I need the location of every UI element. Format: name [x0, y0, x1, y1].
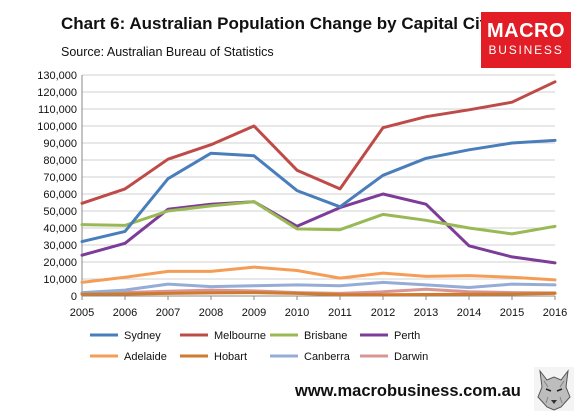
legend-label-brisbane: Brisbane [304, 330, 347, 342]
logo-line-2: BUSINESS [488, 43, 564, 57]
x-tick-label: 2011 [328, 307, 352, 319]
x-tick-label: 2012 [371, 307, 395, 319]
legend-label-perth: Perth [394, 330, 420, 342]
legend-label-sydney: Sydney [124, 330, 161, 342]
y-tick-label: 130,000 [37, 70, 77, 82]
y-tick-label: 80,000 [43, 155, 77, 167]
x-tick-label: 2015 [500, 307, 524, 319]
x-tick-label: 2010 [285, 307, 309, 319]
x-tick-label: 2009 [242, 307, 266, 319]
x-tick-label: 2016 [543, 307, 567, 319]
y-tick-label: 20,000 [43, 257, 77, 269]
y-tick-label: 90,000 [43, 138, 77, 150]
y-tick-label: 50,000 [43, 206, 77, 218]
y-tick-label: 40,000 [43, 223, 77, 235]
series-line-adelaide [80, 265, 557, 284]
wolf-logo-icon [534, 367, 574, 411]
legend-label-melbourne: Melbourne [214, 330, 266, 342]
series-line-canberra [80, 280, 557, 295]
chart-title: Chart 6: Australian Population Change by… [61, 14, 495, 33]
y-tick-label: 10,000 [43, 274, 77, 286]
y-tick-label: 30,000 [43, 240, 77, 252]
legend-label-hobart: Hobart [214, 351, 247, 363]
x-tick-label: 2007 [156, 307, 180, 319]
y-tick-label: 100,000 [37, 121, 77, 133]
x-tick-label: 2008 [199, 307, 223, 319]
series-line-melbourne [80, 80, 557, 205]
y-tick-label: 60,000 [43, 189, 77, 201]
y-tick-label: 120,000 [37, 87, 77, 99]
legend-label-canberra: Canberra [304, 351, 351, 363]
series-line-hobart [80, 291, 557, 297]
website-url: www.macrobusiness.com.au [295, 382, 521, 400]
x-tick-label: 2013 [414, 307, 438, 319]
series-line-sydney [80, 138, 557, 244]
y-tick-label: 0 [71, 291, 77, 303]
series-line-brisbane [80, 200, 557, 236]
legend-label-darwin: Darwin [394, 351, 428, 363]
x-tick-label: 2006 [113, 307, 137, 319]
macrobusiness-logo: MACRO BUSINESS [481, 12, 571, 68]
y-tick-label: 110,000 [38, 104, 77, 116]
legend-label-adelaide: Adelaide [124, 351, 167, 363]
x-tick-label: 2014 [457, 307, 481, 319]
chart-source: Source: Australian Bureau of Statistics [61, 45, 274, 59]
y-tick-label: 70,000 [43, 172, 77, 184]
logo-line-1: MACRO [486, 20, 566, 42]
x-tick-label: 2005 [70, 307, 94, 319]
